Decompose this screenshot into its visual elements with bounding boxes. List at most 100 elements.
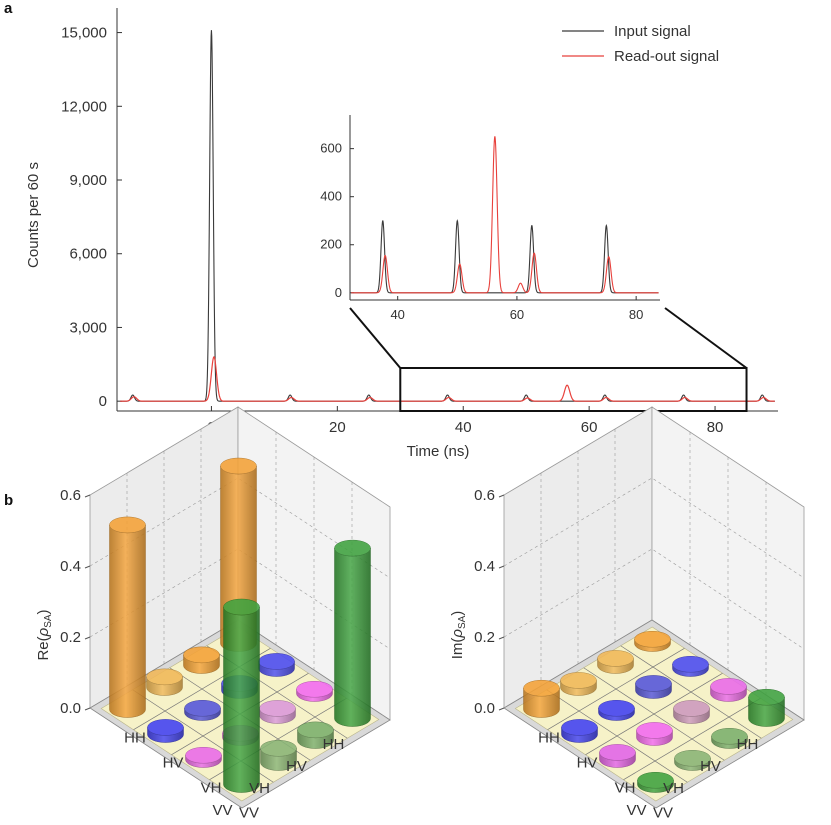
bar-top — [597, 650, 634, 667]
density-bar — [334, 539, 371, 727]
legend-input-label: Input signal — [614, 23, 691, 40]
legend-readout-label: Read-out signal — [614, 48, 719, 65]
floor — [503, 619, 805, 809]
density-bar — [674, 749, 711, 771]
z-tick — [84, 565, 91, 569]
y-tick-label: 0 — [99, 393, 107, 410]
z-tick — [498, 565, 505, 569]
bar-top — [220, 457, 257, 475]
density-bar — [748, 688, 785, 727]
row-label: HH — [323, 736, 345, 753]
density-bar — [597, 650, 634, 674]
column-label: VH — [615, 780, 636, 797]
inset-x-tick-label: 60 — [510, 307, 524, 322]
row-label: VH — [663, 780, 684, 797]
zoom-connector-left — [349, 307, 402, 369]
z-tick-label: 0.4 — [60, 558, 81, 575]
density-bar — [710, 678, 747, 702]
bar-top — [184, 699, 221, 717]
bar-top — [710, 678, 747, 695]
bar-top — [147, 719, 184, 736]
floor-grid-line — [585, 672, 723, 756]
column-label: HV — [163, 755, 184, 772]
z-axis-label: Im(ρSA) — [449, 611, 468, 660]
real-density-matrix-chart: Re(ρSA) 0.0 0.2 0.4 0.6 HH HV VH VV HH HV VH VV — [35, 406, 391, 822]
bar-top — [748, 688, 785, 706]
density-bar — [637, 771, 674, 793]
inset-x-tick-label: 80 — [629, 307, 643, 322]
bar-top — [334, 539, 371, 557]
density-bar — [560, 672, 597, 696]
density-bar — [109, 516, 146, 718]
density-bar — [223, 598, 260, 793]
bar-top — [598, 699, 635, 717]
z-tick-label: 0.0 — [474, 700, 495, 717]
row-label: VV — [212, 802, 232, 819]
bars — [109, 457, 371, 793]
bar-side — [334, 548, 371, 727]
bar-top — [634, 630, 671, 648]
y-axis-label: Counts per 60 s — [25, 162, 42, 268]
zoom-connector-right — [664, 307, 748, 369]
density-bar — [185, 746, 222, 768]
row-label: VH — [249, 780, 270, 797]
density-bar — [183, 646, 220, 674]
row-label: HV — [286, 758, 307, 775]
bar-top — [523, 679, 560, 697]
inset-y-tick-label: 600 — [320, 141, 342, 156]
time-trace-chart: 0 3,000 6,000 9,000 12,000 15,000 0 20 40 60 80 Ti… — [25, 8, 778, 460]
panel-label-b: b — [4, 492, 13, 509]
bar-top — [109, 516, 146, 534]
density-bar — [184, 699, 221, 721]
column-label: VV — [653, 805, 673, 822]
bar-top — [146, 668, 183, 686]
bar-top — [259, 700, 296, 717]
density-bar — [296, 680, 333, 702]
density-bar — [672, 655, 709, 677]
inset-y-tick-label: 400 — [320, 189, 342, 204]
y-tick-label: 6,000 — [69, 246, 107, 263]
x-tick-label: 20 — [329, 419, 346, 436]
z-tick-label: 0.6 — [474, 487, 495, 504]
bar-top — [561, 719, 598, 736]
density-bar — [711, 727, 748, 749]
density-bar — [561, 719, 598, 743]
bar-top — [672, 655, 709, 673]
z-tick — [84, 707, 91, 711]
panel-label-a: a — [4, 0, 13, 17]
inset-readout-signal-line — [351, 136, 659, 294]
z-tick — [84, 636, 91, 640]
z-tick-label: 0.0 — [60, 700, 81, 717]
row-label: HH — [737, 736, 759, 753]
readout-signal-line — [120, 356, 775, 402]
x-tick-label: 60 — [581, 419, 598, 436]
bar-top — [673, 700, 710, 717]
z-tick-label: 0.4 — [474, 558, 495, 575]
density-bar — [146, 668, 183, 696]
bar-top — [560, 672, 597, 689]
row-label: HV — [700, 758, 721, 775]
density-bar — [599, 744, 636, 768]
legend: Input signal Read-out signal — [562, 23, 719, 65]
bar-top — [183, 646, 220, 664]
z-tick — [84, 494, 91, 498]
z-tick-label: 0.2 — [60, 629, 81, 646]
density-bar — [147, 719, 184, 743]
input-signal-line — [120, 30, 775, 402]
y-tick-label: 9,000 — [69, 172, 107, 189]
zoom-box — [399, 367, 748, 412]
floor-grid-line — [623, 697, 761, 781]
inset-x-tick-label: 40 — [390, 307, 404, 322]
y-tick-label: 15,000 — [61, 25, 107, 42]
density-bar — [297, 721, 334, 749]
density-bar — [673, 700, 710, 724]
density-bar — [258, 653, 295, 677]
bar-side — [109, 524, 146, 718]
imaginary-density-matrix-chart: Im(ρSA) 0.0 0.2 0.4 0.6 HH HV VH VV HH HV VH VV — [449, 406, 805, 822]
back-walls — [503, 406, 805, 721]
inset-chart: 0 200 400 600 40 60 80 — [320, 115, 660, 322]
density-bar — [598, 699, 635, 721]
z-axis-label: Re(ρSA) — [35, 609, 54, 660]
density-bar — [635, 675, 672, 699]
